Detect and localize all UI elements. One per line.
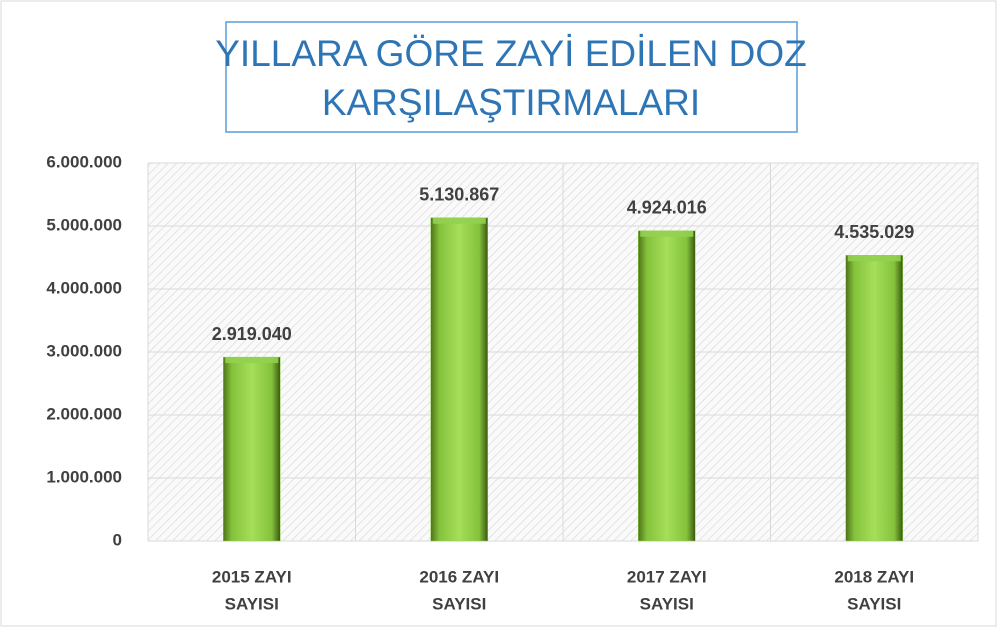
x-tick-label: SAYISI (640, 594, 694, 613)
x-tick-label: SAYISI (432, 594, 486, 613)
x-tick-label: 2016 ZAYI (419, 567, 499, 586)
bar-bevel (432, 217, 486, 224)
x-tick-label: 2015 ZAYI (212, 567, 292, 586)
bar (638, 230, 696, 542)
bar-bevel (225, 357, 279, 364)
y-tick-label: 6.000.000 (46, 152, 122, 171)
x-tick-label: 2017 ZAYI (627, 567, 707, 586)
x-tick-label: SAYISI (225, 594, 279, 613)
bar-bevel (640, 230, 694, 237)
y-tick-label: 5.000.000 (46, 215, 122, 234)
y-tick-label: 0 (113, 530, 122, 549)
bar (223, 356, 281, 542)
y-tick-label: 4.000.000 (46, 278, 122, 297)
bar-bevel (847, 255, 901, 262)
value-label: 4.535.029 (834, 222, 914, 242)
value-label: 2.919.040 (212, 324, 292, 344)
bar (845, 255, 903, 542)
y-tick-label: 2.000.000 (46, 404, 122, 423)
bar (430, 217, 488, 542)
chart-title: KARŞILAŞTIRMALARI (322, 82, 700, 123)
x-tick-label: 2018 ZAYI (834, 567, 914, 586)
value-label: 4.924.016 (627, 198, 707, 218)
y-tick-label: 3.000.000 (46, 341, 122, 360)
chart-title: YILLARA GÖRE ZAYİ EDİLEN DOZ (215, 33, 806, 74)
y-tick-label: 1.000.000 (46, 467, 122, 486)
value-label: 5.130.867 (419, 185, 499, 205)
x-tick-label: SAYISI (847, 594, 901, 613)
title-box (225, 21, 798, 133)
